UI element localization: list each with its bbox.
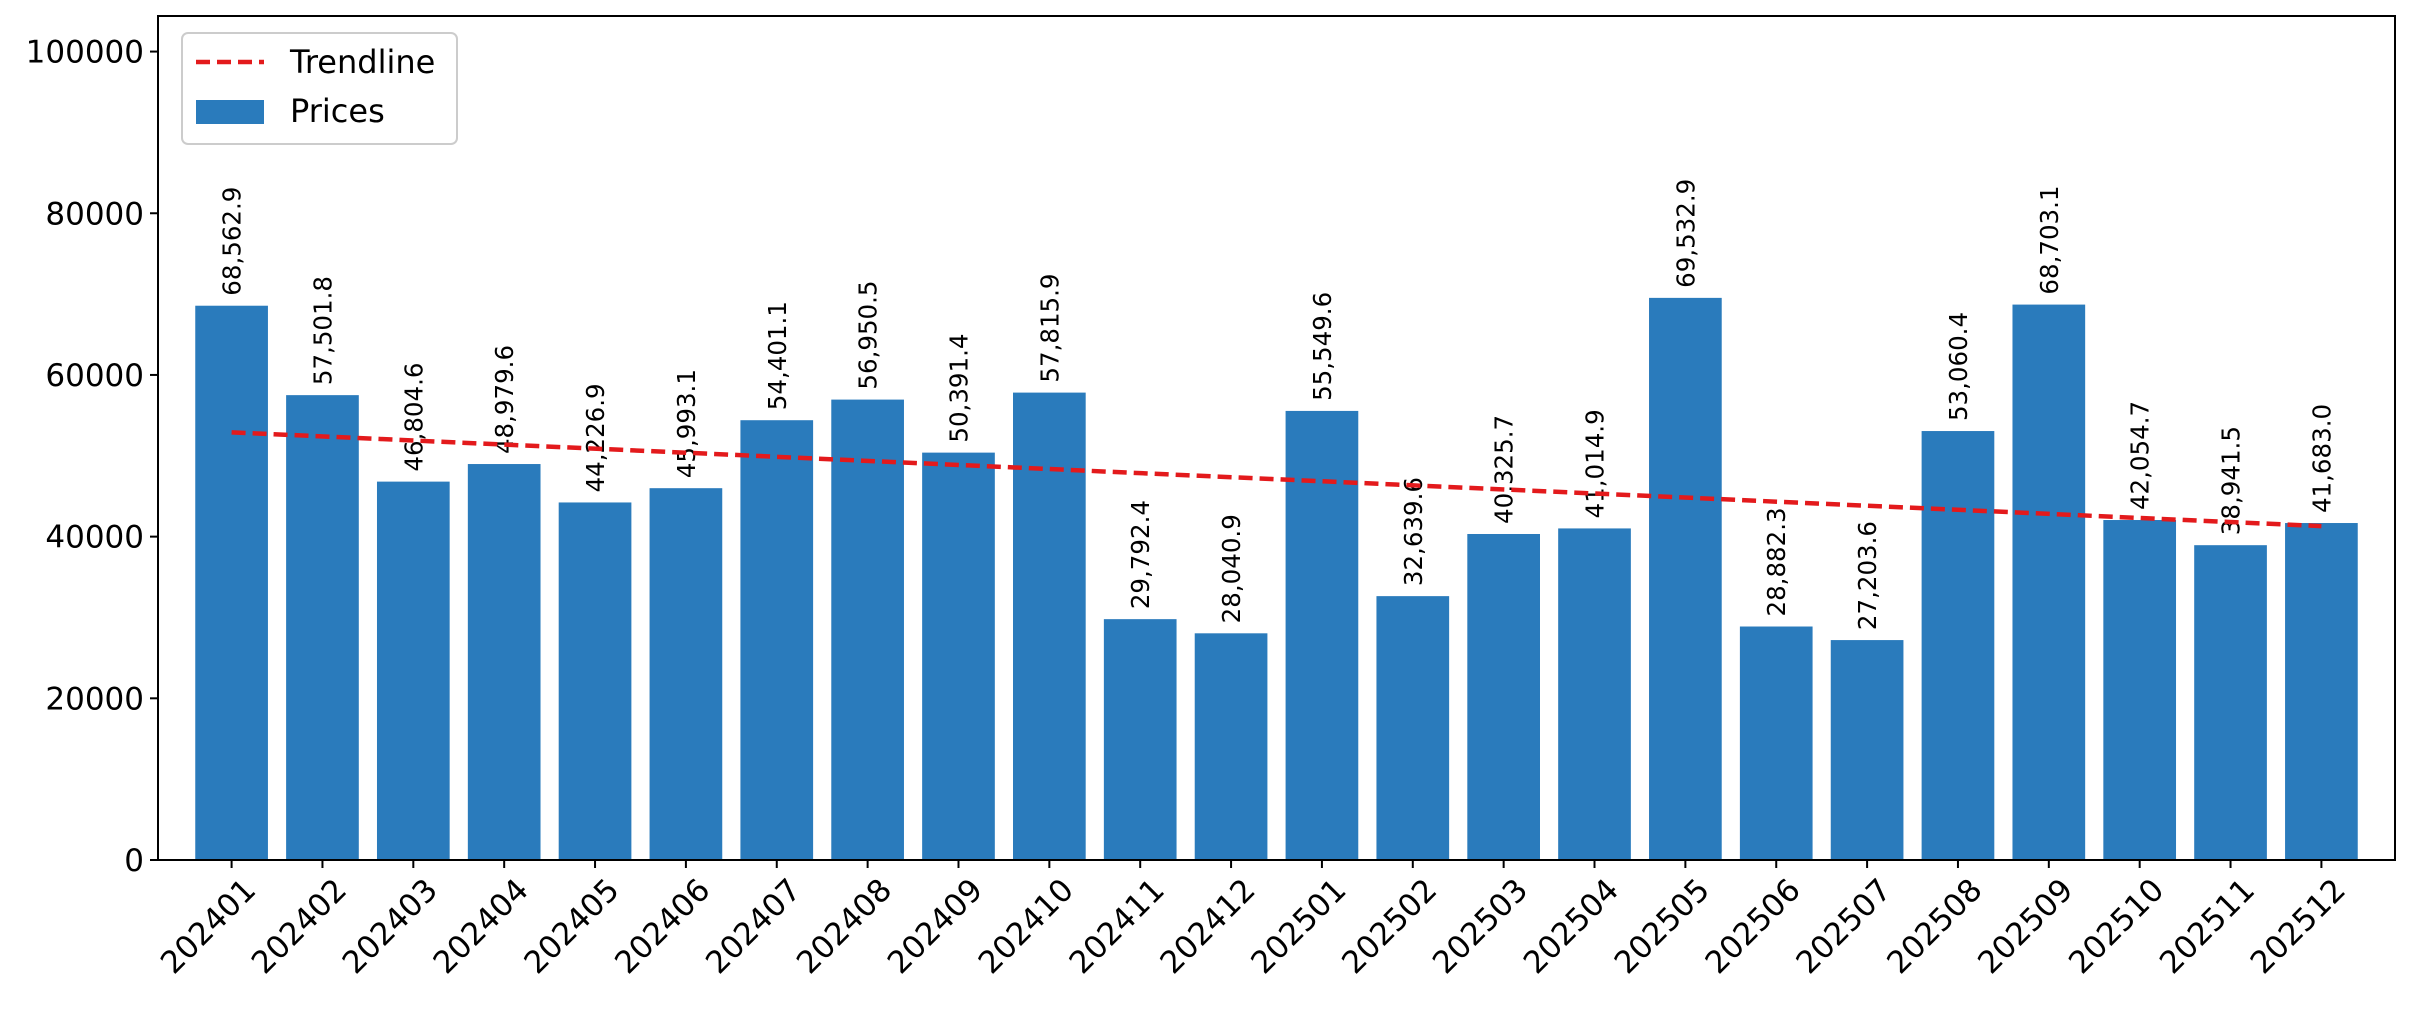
x-axis-ticks: 2024012024022024032024042024052024062024…	[154, 860, 2353, 981]
trendline	[231, 430, 2322, 529]
bar-202402	[286, 395, 359, 860]
bar-202404	[467, 464, 541, 860]
x-tick-label: 202409	[881, 872, 990, 981]
bar-202503	[1467, 533, 1540, 860]
x-tick-label: 202412	[1153, 872, 1262, 981]
bar-value-label: 45,993.1	[672, 369, 701, 478]
x-tick-label: 202504	[1517, 872, 1626, 981]
bar-202406	[649, 488, 723, 860]
bar-202409	[922, 452, 995, 860]
x-tick-label: 202506	[1699, 872, 1808, 981]
bar-202405	[558, 502, 632, 860]
x-tick-label: 202502	[1335, 872, 1444, 981]
bar-202505	[1649, 297, 1722, 860]
bar-value-label: 54,401.1	[763, 301, 792, 410]
x-tick-label: 202507	[1789, 872, 1898, 981]
y-tick-label: 80000	[45, 196, 144, 232]
trendline-group	[231, 430, 2322, 529]
bar-value-label: 50,391.4	[944, 334, 973, 443]
bar-202506	[1739, 626, 1813, 860]
bar-value-label: 38,941.5	[2217, 426, 2246, 535]
y-axis-ticks: 0 20000 40000 60000 80000 100000	[26, 35, 158, 879]
x-tick-label: 202410	[972, 872, 1081, 981]
y-tick-label: 40000	[45, 520, 144, 556]
x-tick-label: 202404	[427, 872, 536, 981]
bar-202412	[1194, 633, 1268, 860]
x-tick-label: 202511	[2153, 872, 2262, 981]
bar-202512	[2285, 523, 2358, 860]
bar-202401	[195, 305, 268, 861]
legend: Trendline Prices	[181, 32, 458, 145]
bars-group	[195, 297, 2358, 861]
bar-value-label: 56,950.5	[854, 280, 883, 389]
bar-value-label: 28,882.3	[1762, 507, 1791, 616]
x-tick-label: 202501	[1244, 872, 1353, 981]
x-tick-label: 202411	[1063, 872, 1172, 981]
bar-value-label: 44,226.9	[581, 383, 610, 492]
y-tick-label: 60000	[45, 358, 144, 394]
bar-202508	[1921, 431, 1995, 860]
x-tick-label: 202505	[1608, 872, 1717, 981]
x-tick-label: 202509	[1971, 872, 2080, 981]
x-tick-label: 202406	[608, 872, 717, 981]
bar-202407	[740, 420, 814, 860]
bar-202411	[1103, 619, 1177, 860]
bar-value-label: 57,501.8	[308, 276, 337, 385]
bar-202502	[1376, 596, 1450, 860]
legend-prices-swatch	[196, 100, 264, 124]
x-tick-label: 202503	[1426, 872, 1535, 981]
bar-202507	[1830, 640, 1904, 860]
bar-value-label: 55,549.6	[1308, 292, 1337, 401]
x-tick-label: 202402	[245, 872, 354, 981]
bar-value-label: 68,703.1	[2035, 185, 2064, 294]
bar-value-label: 29,792.4	[1126, 500, 1155, 609]
bar-value-label: 32,639.6	[1399, 477, 1428, 586]
x-tick-label: 202512	[2244, 872, 2353, 981]
x-tick-label: 202408	[790, 872, 899, 981]
y-tick-label: 0	[124, 843, 144, 879]
bar-202501	[1285, 410, 1359, 860]
bar-value-label: 68,562.9	[218, 187, 247, 296]
bar-value-labels: 68,562.9 57,501.8 46,804.6 48,979.6 44,226.9…	[218, 179, 2337, 630]
legend-trendline-label: Trendline	[289, 43, 435, 81]
x-tick-label: 202510	[2062, 872, 2171, 981]
bar-202504	[1558, 528, 1631, 860]
bar-value-label: 41,014.9	[1581, 409, 1610, 518]
bar-202408	[831, 399, 904, 860]
x-tick-label: 202403	[336, 872, 445, 981]
bar-202511	[2194, 545, 2267, 860]
bar-value-label: 69,532.9	[1671, 179, 1700, 288]
x-tick-label: 202407	[699, 872, 808, 981]
bar-value-label: 28,040.9	[1217, 514, 1246, 623]
bar-202410	[1013, 392, 1086, 860]
x-tick-label: 202401	[154, 872, 263, 981]
bar-202510	[2103, 520, 2177, 860]
bar-value-label: 40,325.7	[1490, 415, 1519, 524]
x-tick-label: 202508	[1880, 872, 1989, 981]
bar-value-label: 41,683.0	[2307, 404, 2336, 513]
bar-202403	[376, 481, 450, 860]
bar-value-label: 48,979.6	[490, 345, 519, 454]
bar-value-label: 27,203.6	[1853, 521, 1882, 630]
y-tick-label: 20000	[45, 681, 144, 717]
bar-value-label: 42,054.7	[2126, 401, 2155, 510]
legend-prices-label: Prices	[290, 92, 385, 130]
bar-202509	[2012, 304, 2086, 861]
x-tick-label: 202405	[517, 872, 626, 981]
bar-value-label: 53,060.4	[1944, 312, 1973, 421]
plot-frame	[157, 15, 2396, 861]
y-tick-label: 100000	[26, 35, 144, 71]
bar-value-label: 57,815.9	[1035, 273, 1064, 382]
bar-value-label: 46,804.6	[399, 363, 428, 472]
